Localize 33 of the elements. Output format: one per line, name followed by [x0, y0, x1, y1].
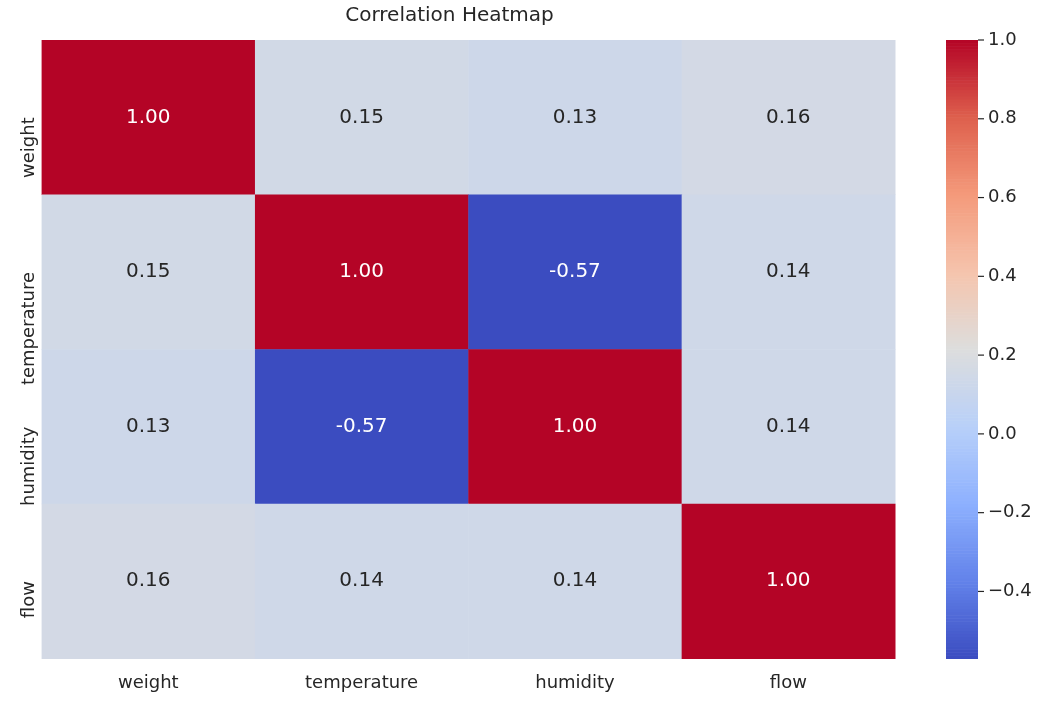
y-tick-label: weight: [17, 117, 39, 178]
x-tick-label: humidity: [535, 670, 616, 692]
color-bar-label: −0.2: [988, 500, 1032, 522]
x-tick-label: weight: [117, 670, 179, 692]
data-label: 0.16: [126, 567, 171, 592]
y-tick-label: flow: [17, 581, 39, 619]
data-label: 1.00: [339, 258, 384, 283]
color-bar-label: 0.8: [988, 106, 1017, 128]
y-tick-label: humidity: [17, 426, 39, 506]
x-tick-label: flow: [769, 670, 807, 692]
color-bar-label: 1.0: [988, 27, 1017, 49]
x-tick-label: temperature: [305, 670, 419, 692]
data-label: 1.00: [552, 412, 598, 437]
color-bar-label: −0.4: [988, 579, 1032, 601]
color-bar-label: 0.6: [988, 185, 1017, 207]
data-label: 0.15: [126, 258, 171, 283]
y-tick-label: temperature: [17, 271, 39, 386]
chart-title: Correlation Heatmap: [345, 2, 554, 27]
color-bar-label: 0.0: [988, 421, 1017, 443]
data-label: 0.14: [552, 567, 598, 592]
data-label: 0.16: [766, 103, 811, 128]
data-label: 1.00: [126, 103, 171, 128]
data-label: 0.13: [552, 103, 598, 128]
data-label: 1.00: [766, 567, 811, 592]
color-bar-label: 0.4: [988, 264, 1017, 285]
data-label: 0.15: [339, 103, 384, 128]
data-label: -0.57: [549, 258, 601, 283]
color-bar-label: 0.2: [988, 342, 1017, 364]
data-label: 0.14: [766, 258, 811, 283]
data-label: 0.13: [126, 412, 171, 437]
data-label: -0.57: [335, 412, 388, 437]
data-label: 0.14: [766, 412, 811, 437]
data-label: 0.14: [339, 567, 384, 592]
